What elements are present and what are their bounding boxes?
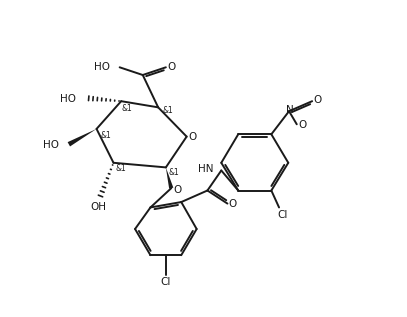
Text: O: O [298, 120, 306, 130]
Text: OH: OH [91, 202, 107, 212]
Text: &1: &1 [116, 165, 127, 173]
Text: HO: HO [43, 140, 59, 150]
Text: &1: &1 [162, 106, 173, 115]
Text: N: N [286, 106, 294, 115]
Text: &1: &1 [101, 131, 111, 139]
Text: O: O [173, 185, 182, 195]
Text: O: O [313, 95, 322, 106]
Text: Cl: Cl [278, 210, 288, 220]
Text: &1: &1 [168, 167, 179, 177]
Text: HO: HO [60, 94, 76, 104]
Text: O: O [189, 133, 197, 142]
Text: O: O [167, 61, 175, 72]
Text: HO: HO [94, 62, 109, 72]
Text: &1: &1 [122, 104, 133, 113]
Text: O: O [229, 198, 237, 209]
Text: HN: HN [198, 164, 214, 174]
Text: Cl: Cl [161, 277, 171, 287]
Polygon shape [166, 167, 173, 189]
Polygon shape [68, 129, 96, 146]
